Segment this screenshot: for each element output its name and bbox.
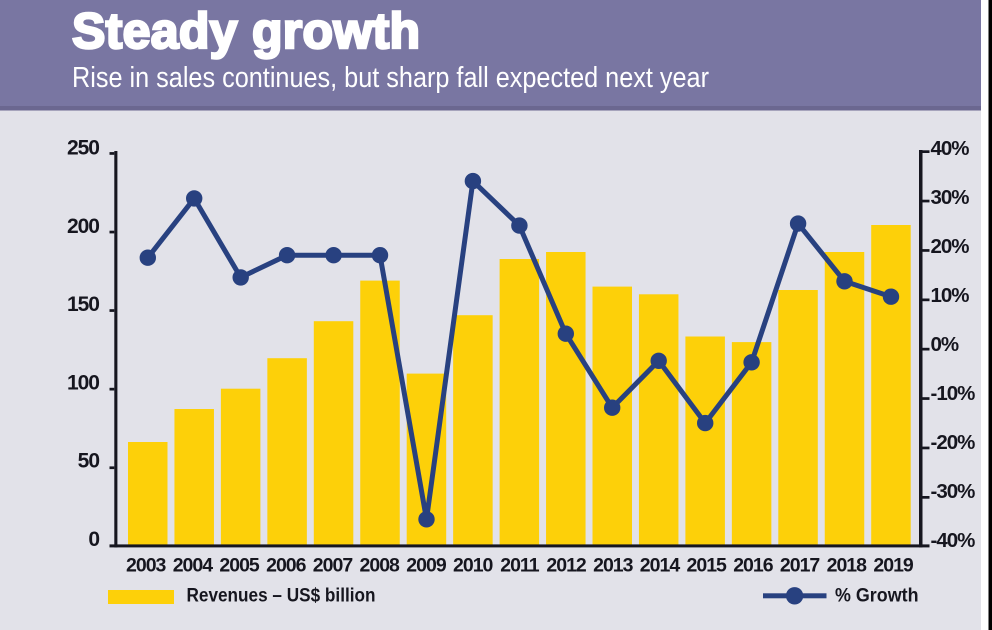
svg-text:Revenues – US$ billion: Revenues – US$ billion xyxy=(187,586,376,607)
svg-text:2019: 2019 xyxy=(873,555,914,577)
svg-text:Steady growth: Steady growth xyxy=(72,3,420,59)
svg-text:250: 250 xyxy=(67,137,99,160)
svg-text:2009: 2009 xyxy=(406,555,447,577)
svg-text:50: 50 xyxy=(78,450,100,473)
svg-text:-30%: -30% xyxy=(931,480,976,503)
svg-text:-40%: -40% xyxy=(931,529,976,552)
svg-text:2004: 2004 xyxy=(173,555,214,577)
svg-text:0%: 0% xyxy=(931,333,959,356)
svg-text:2008: 2008 xyxy=(360,555,401,577)
svg-text:2012: 2012 xyxy=(546,555,587,577)
svg-text:2007: 2007 xyxy=(313,555,353,577)
svg-text:2015: 2015 xyxy=(687,555,728,577)
svg-text:-10%: -10% xyxy=(931,382,976,405)
svg-text:0: 0 xyxy=(88,528,99,551)
svg-text:40%: 40% xyxy=(931,137,970,160)
svg-text:2010: 2010 xyxy=(453,555,494,577)
svg-text:200: 200 xyxy=(67,215,99,238)
svg-text:-20%: -20% xyxy=(931,431,976,454)
svg-text:100: 100 xyxy=(67,371,99,394)
svg-text:2018: 2018 xyxy=(827,555,868,577)
svg-text:2013: 2013 xyxy=(593,555,634,577)
svg-text:10%: 10% xyxy=(931,284,970,307)
svg-text:2005: 2005 xyxy=(219,555,260,577)
svg-text:2017: 2017 xyxy=(780,555,820,577)
svg-text:Rise in sales continues, but s: Rise in sales continues, but sharp fall … xyxy=(72,62,709,94)
svg-text:2014: 2014 xyxy=(640,555,681,577)
svg-text:2011: 2011 xyxy=(500,555,539,577)
svg-text:30%: 30% xyxy=(931,186,970,209)
svg-text:150: 150 xyxy=(67,293,99,316)
svg-text:2006: 2006 xyxy=(266,555,307,577)
svg-text:% Growth: % Growth xyxy=(835,586,919,607)
svg-text:20%: 20% xyxy=(931,235,970,258)
svg-text:2016: 2016 xyxy=(733,555,774,577)
svg-text:2003: 2003 xyxy=(126,555,167,577)
